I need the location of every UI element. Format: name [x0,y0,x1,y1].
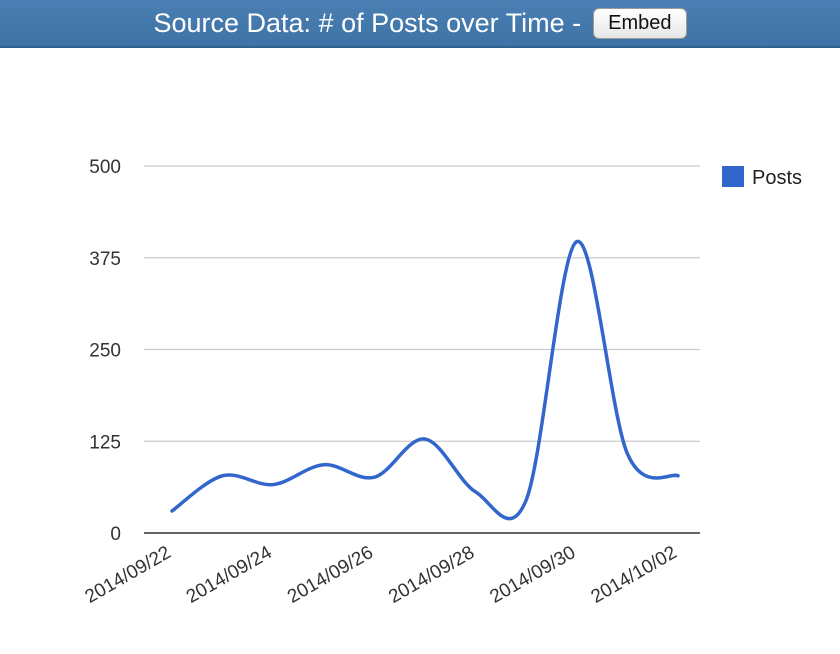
y-tick-label: 375 [89,249,121,270]
x-tick-label: 2014/09/28 [385,542,478,608]
x-tick-label: 2014/09/22 [82,542,175,608]
y-tick-label: 0 [110,524,121,545]
legend-label: Posts [752,167,802,189]
page-title: Source Data: # of Posts over Time - [153,7,582,38]
y-tick-label: 500 [89,157,121,178]
x-tick-label: 2014/09/30 [486,542,579,608]
embed-button[interactable]: Embed [593,7,687,39]
series-line-posts [170,239,680,521]
x-tick-label: 2014/10/02 [588,542,681,608]
x-tick-label: 2014/09/26 [284,542,377,608]
y-tick-label: 250 [89,341,121,362]
y-tick-label: 125 [89,432,121,453]
legend-swatch [722,166,744,187]
header-content: Source Data: # of Posts over Time - Embe… [0,0,840,46]
header-bar: Source Data: # of Posts over Time - Embe… [0,0,840,48]
x-tick-label: 2014/09/24 [183,542,276,608]
